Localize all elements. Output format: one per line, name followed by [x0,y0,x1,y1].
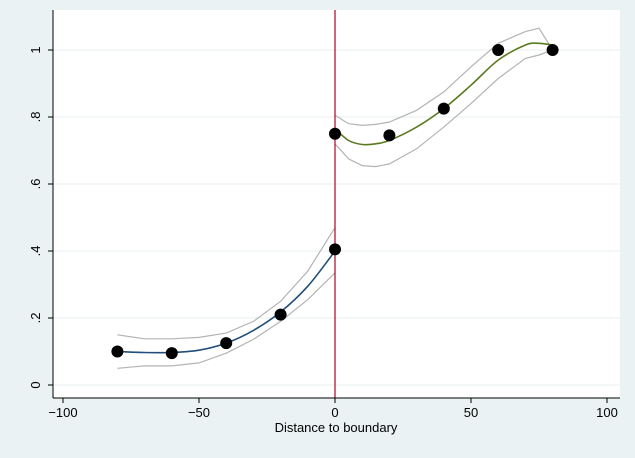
ci-upper-left [117,227,336,340]
data-point [492,44,505,56]
y-axis-ticks: 0 .2 .4 .6 .8 1 [28,46,53,389]
x-tick-label: 50 [464,405,478,420]
data-point [111,345,124,358]
fit-line-right [334,42,553,146]
x-tick-label: 0 [331,405,338,420]
y-tick-label: .4 [28,246,43,257]
data-points [111,44,559,360]
ci-lower-left [117,272,336,369]
data-point [329,243,341,256]
y-tick-label: .8 [28,112,43,123]
data-point [546,44,559,56]
ci-upper-right [334,27,554,127]
data-point [220,337,233,350]
data-point [383,129,396,142]
x-tick-label: −100 [48,405,77,420]
x-tick-label: 100 [596,405,618,420]
data-point [274,308,287,321]
confidence-bands [117,27,554,369]
x-axis-label: Distance to boundary [275,420,398,435]
y-tick-label: .6 [28,179,43,190]
data-point [437,102,450,115]
y-tick-label: 1 [28,46,43,53]
x-tick-label: −50 [188,405,210,420]
y-tick-label: .2 [28,313,43,324]
ci-lower-right [334,49,553,168]
y-tick-label: 0 [28,381,43,388]
x-axis-ticks: −100 −50 0 50 100 [48,398,618,420]
plot-area [53,10,620,398]
data-point [329,127,341,140]
axes [52,10,620,399]
data-point [165,347,178,360]
